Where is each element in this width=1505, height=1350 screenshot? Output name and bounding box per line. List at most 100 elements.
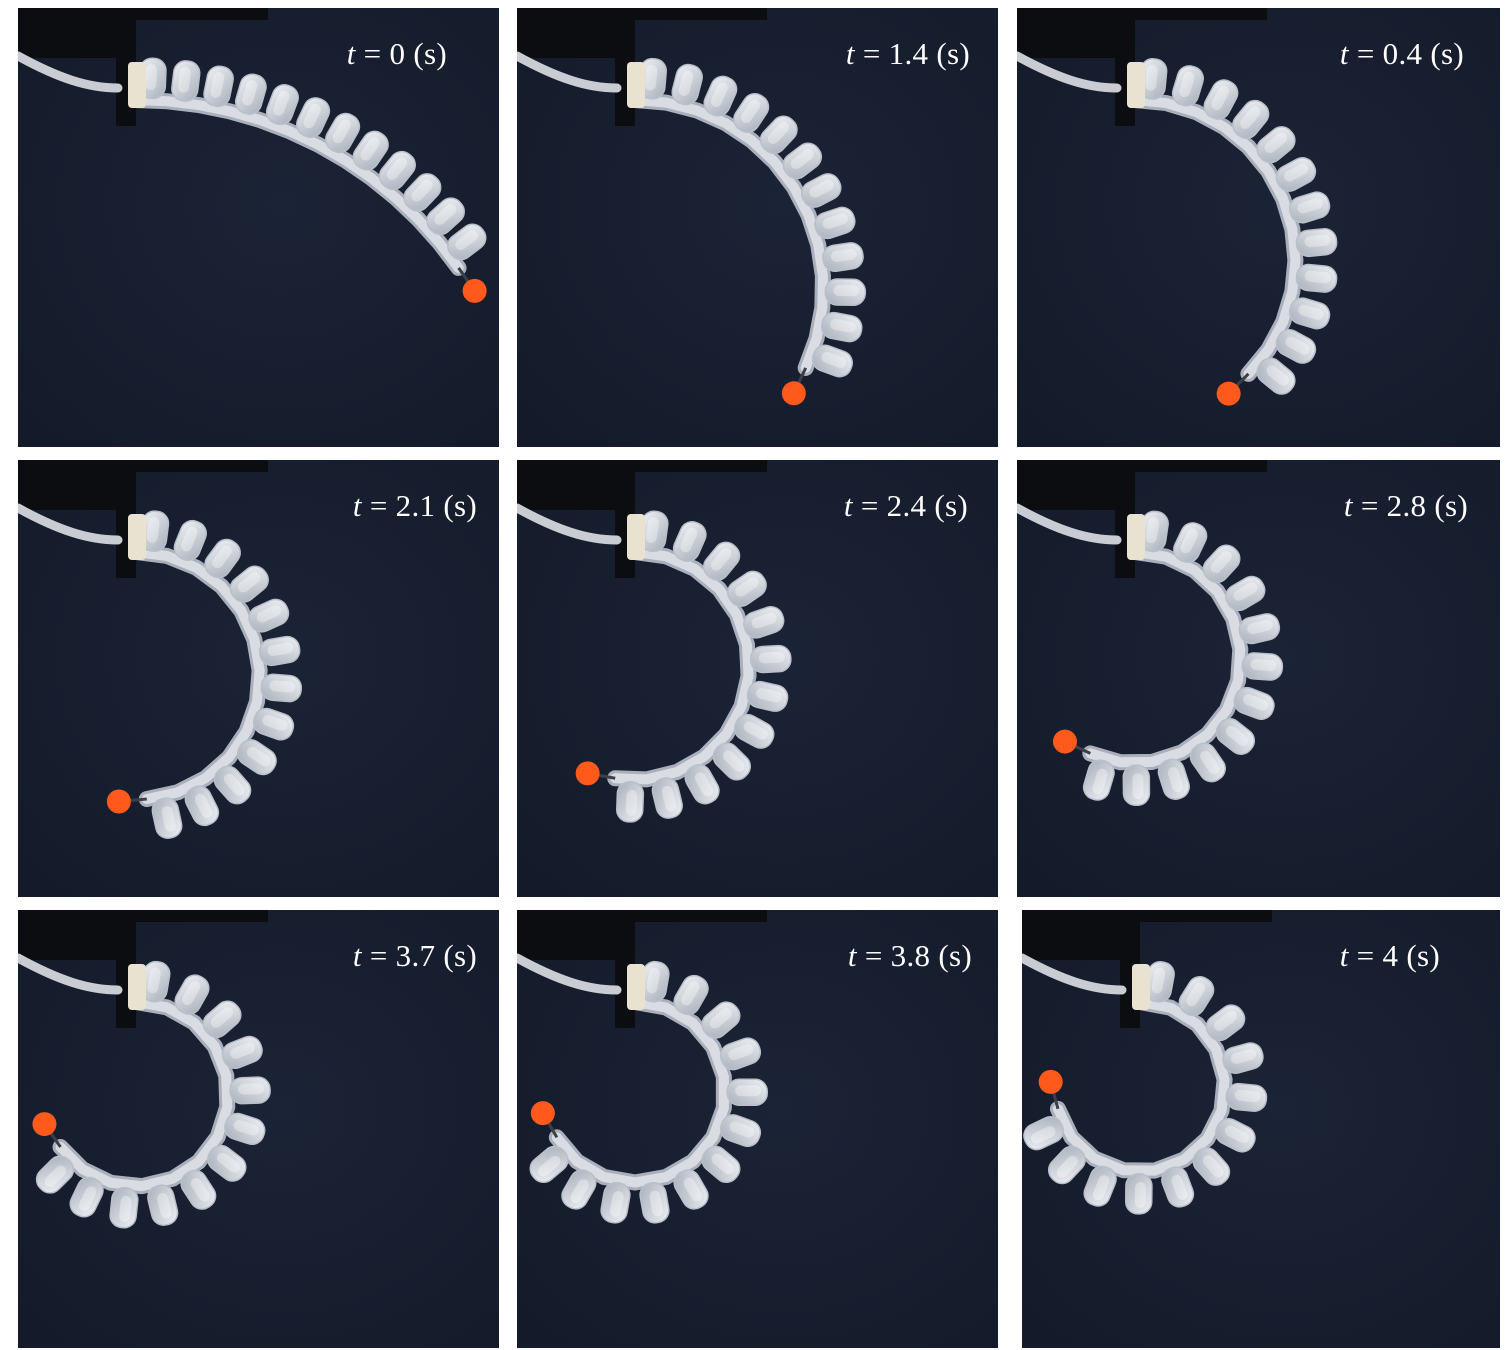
chamber [1205, 1004, 1246, 1042]
mount-bracket [1022, 910, 1272, 1028]
mount-bracket [1017, 8, 1267, 126]
time-label: t = 0 (s) [346, 36, 447, 71]
chamber [447, 223, 487, 261]
chamber [800, 173, 842, 208]
chamber [733, 713, 775, 749]
base-cap [627, 62, 645, 108]
chamber [1275, 157, 1317, 192]
actuator-photo [1022, 910, 1500, 1348]
time-label: t = 3.8 (s) [847, 938, 972, 973]
chamber [1203, 79, 1239, 120]
chamber [173, 519, 207, 562]
chamber [1288, 191, 1331, 224]
chamber [824, 278, 867, 307]
chamber [1202, 544, 1241, 584]
chamber [171, 60, 201, 102]
chamber [1161, 1166, 1195, 1208]
tip-ball [575, 761, 600, 786]
chamber [673, 974, 709, 1016]
chamber [1238, 613, 1281, 645]
air-tube [1017, 51, 1122, 93]
chamber [174, 974, 210, 1015]
chamber [213, 765, 252, 805]
chamber [234, 73, 267, 115]
chamber [820, 311, 863, 343]
chamber [811, 344, 853, 378]
mount-bracket [18, 8, 268, 126]
chamber [203, 65, 234, 108]
chamber [139, 510, 170, 552]
base-cap [128, 514, 146, 560]
tip-ball [1052, 729, 1077, 754]
tip-ball [781, 381, 806, 406]
mount-bracket [18, 460, 268, 578]
chamber [651, 777, 683, 819]
chamber [561, 1169, 597, 1210]
chamber [743, 606, 785, 639]
chamber [1082, 759, 1115, 801]
chamber [1215, 1118, 1256, 1153]
base-cap [1132, 964, 1150, 1010]
chamber [616, 781, 645, 823]
chamber [822, 242, 864, 273]
frame-7: t = 3.7 (s) [18, 910, 499, 1348]
actuator-photo [517, 910, 998, 1348]
chamber [1215, 717, 1256, 755]
mount-bracket [18, 910, 268, 1028]
mount-bracket [517, 460, 767, 578]
chamber [236, 739, 277, 776]
base-cap [1127, 514, 1145, 560]
chamber [1256, 126, 1296, 164]
tip-ball [530, 1101, 555, 1126]
chamber [1288, 297, 1331, 330]
chamber [1222, 1042, 1264, 1074]
chamber [69, 1176, 104, 1218]
mount-bracket [517, 910, 767, 1028]
chamber [1256, 357, 1296, 395]
chamber [746, 680, 789, 712]
chamber [726, 1078, 768, 1106]
chamber [1232, 99, 1270, 139]
chamber [529, 1145, 569, 1184]
chamber [1241, 652, 1284, 681]
chamber [1083, 1165, 1117, 1207]
chamber [147, 1184, 179, 1226]
chamber [719, 1037, 762, 1071]
chamber [1225, 1082, 1268, 1112]
chamber [712, 742, 752, 781]
base-cap [128, 62, 146, 108]
chamber [1295, 263, 1338, 293]
chamber [1189, 742, 1226, 783]
chamber [35, 1155, 75, 1194]
chamber [1144, 961, 1175, 1003]
base-cap [1127, 62, 1145, 108]
air-tube [18, 953, 123, 995]
chamber [684, 764, 720, 805]
frame-3: t = 0.4 (s) [1017, 8, 1500, 447]
chamber [229, 1076, 271, 1105]
frame-6: t = 2.8 (s) [1017, 460, 1500, 897]
chamber [352, 130, 389, 171]
actuator-photo [1017, 460, 1500, 897]
chamber [109, 1186, 139, 1229]
chamber [1138, 58, 1168, 100]
chamber [782, 142, 823, 180]
chamber [180, 1169, 217, 1210]
chamber [1295, 228, 1338, 258]
air-tube [18, 503, 123, 545]
chamber [403, 173, 442, 212]
chamber [701, 1145, 741, 1184]
actuator-photo [517, 8, 998, 447]
chamber [324, 112, 361, 154]
frame-8: t = 3.8 (s) [517, 910, 998, 1348]
chamber [1233, 686, 1275, 721]
frame-9: t = 4 (s) [1022, 910, 1500, 1348]
time-label: t = 2.8 (s) [1343, 488, 1468, 523]
chamber [638, 510, 669, 553]
base-cap [627, 514, 645, 560]
chamber [151, 797, 183, 839]
chamber [207, 1144, 247, 1182]
actuator-photo [18, 460, 499, 897]
chamber [719, 1114, 762, 1148]
